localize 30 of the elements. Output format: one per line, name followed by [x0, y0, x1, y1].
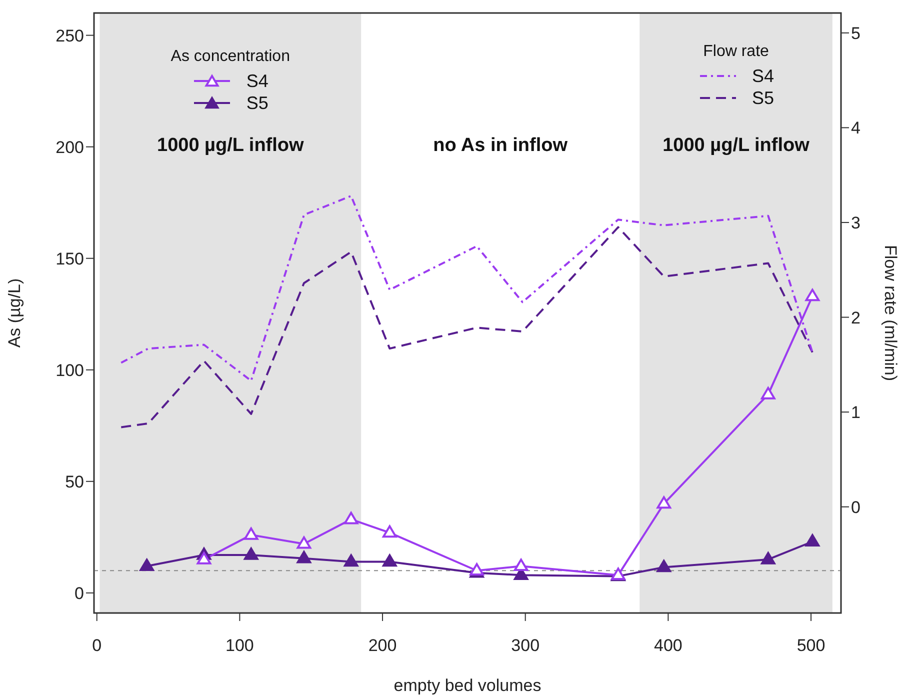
x-axis-title: empty bed volumes: [394, 676, 542, 695]
text: As concentration: [170, 48, 290, 65]
annotation: no As in inflow: [433, 135, 568, 156]
x-tick-label: 200: [368, 636, 397, 656]
y-tick-label: 200: [56, 138, 84, 157]
legend-label: S4: [752, 66, 774, 86]
y2-axis-title: Flow rate (ml/min): [880, 244, 900, 382]
y-tick-label: 100: [56, 360, 84, 380]
y2-tick-label: 3: [851, 214, 860, 233]
y2-tick-label: 1: [851, 403, 860, 422]
legend-label: S5: [246, 92, 268, 114]
band-label: 1000 µg/L inflow: [157, 135, 304, 156]
y-tick-label: 50: [65, 472, 84, 492]
legend-label: S5: [752, 88, 774, 108]
y2-tick-label: 5: [851, 24, 860, 43]
x-tick-label: 500: [796, 636, 826, 656]
y-axis-title: As (µg/L): [5, 278, 24, 348]
y2-tick-label: 2: [851, 308, 860, 328]
x-tick-label: 300: [511, 636, 540, 656]
y2-tick-label: 0: [851, 498, 860, 517]
y-tick-label: 150: [56, 249, 84, 268]
legend-label: S4: [246, 70, 268, 92]
x-tick-label: 100: [226, 636, 254, 656]
y2-tick-label: 4: [851, 118, 860, 138]
x-tick-label: 0: [92, 636, 102, 656]
x-tick-label: 400: [654, 636, 682, 656]
y-tick-label: 250: [56, 26, 84, 46]
text: Flow rate: [703, 43, 769, 60]
band-label: 1000 µg/L inflow: [662, 135, 810, 156]
y-tick-label: 0: [74, 584, 84, 603]
